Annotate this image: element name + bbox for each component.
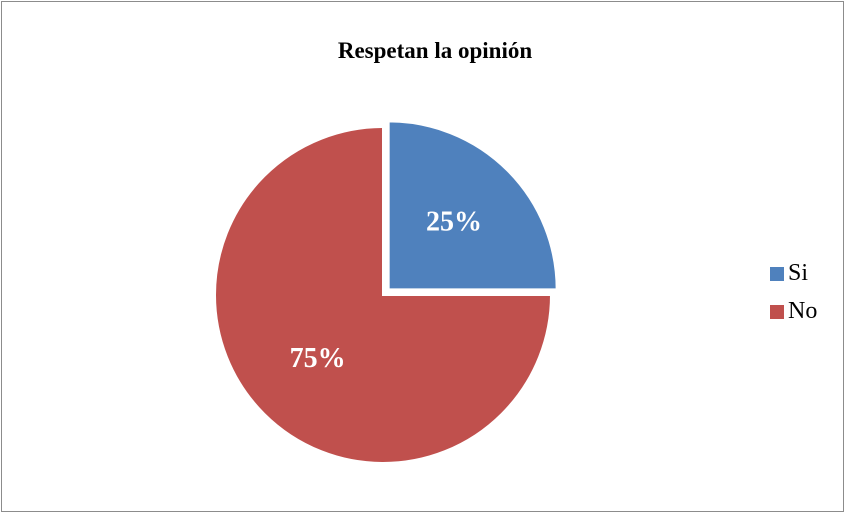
- legend-label-no: No: [788, 297, 818, 324]
- legend-item-si: Si: [770, 254, 817, 292]
- data-label-no: 75%: [290, 343, 346, 374]
- legend-item-no: No: [770, 292, 817, 330]
- legend-swatch-no: [770, 305, 784, 319]
- pie-slices: [214, 120, 558, 464]
- pie-slice-no: [214, 125, 553, 464]
- pie-data-labels: 25% 75%: [290, 206, 482, 373]
- legend-swatch-si: [770, 267, 784, 281]
- legend: Si No: [770, 254, 817, 330]
- data-label-si: 25%: [426, 206, 482, 237]
- chart-title: Respetan la opinión: [337, 38, 533, 63]
- legend-label-si: Si: [788, 259, 809, 286]
- pie-slice-si: [387, 120, 558, 291]
